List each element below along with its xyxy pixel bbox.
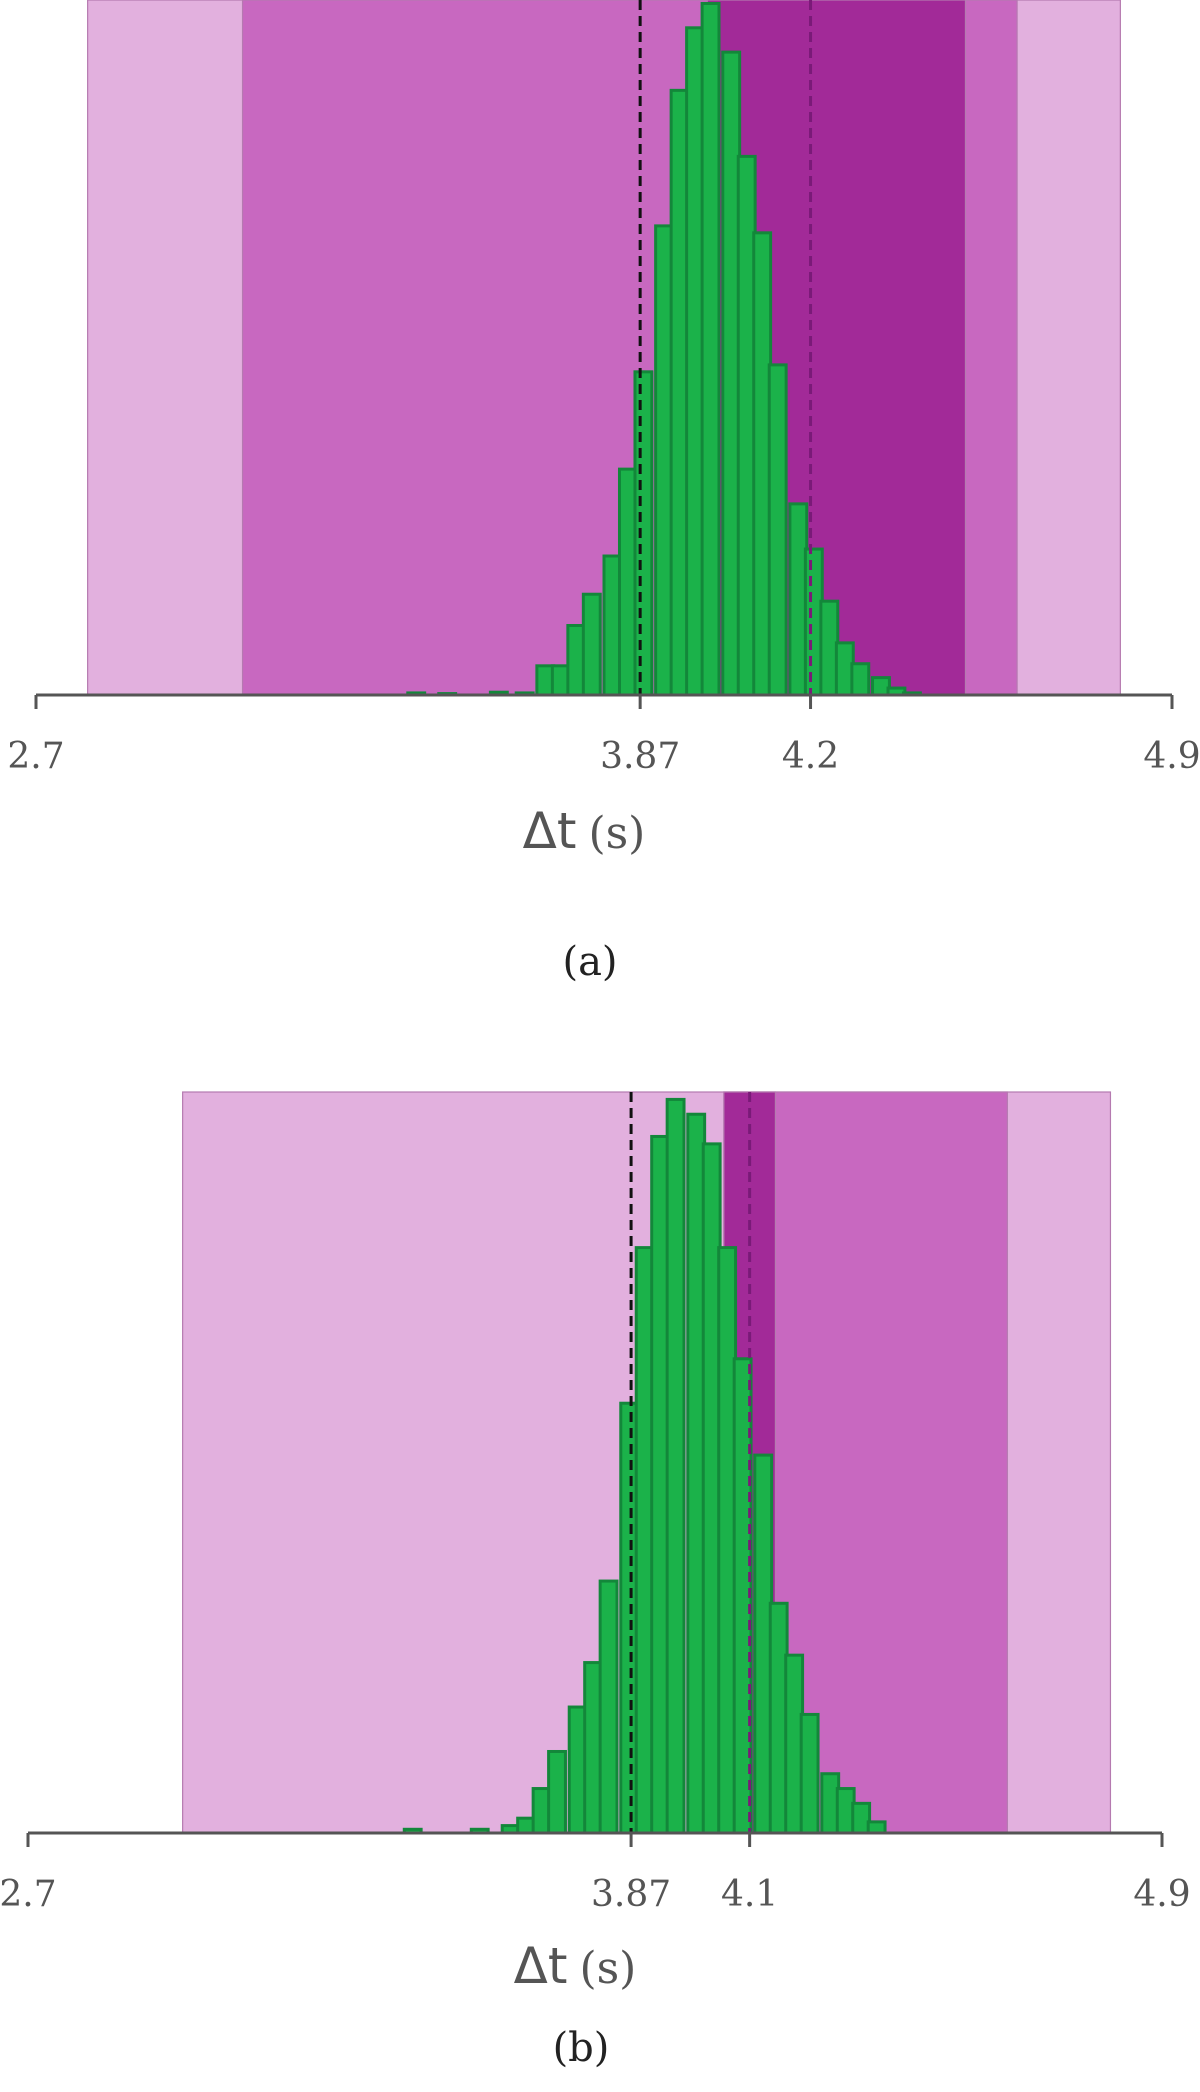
x-axis-label: Δt (s) [514, 1937, 637, 1995]
x-axis-unit: (s) [588, 808, 645, 859]
histogram-bar [633, 370, 654, 697]
x-tick-label: 2.7 [0, 1874, 57, 1915]
histogram-bar [547, 1749, 567, 1835]
panel-caption: (a) [562, 939, 617, 985]
histogram-bar [866, 1820, 887, 1835]
x-axis-symbol: Δt [523, 802, 577, 860]
x-tick-label: 4.1 [721, 1874, 778, 1915]
histogram-panel-b: 2.7 3.87 4.1 4.9 Δt (s) (b) [0, 1046, 1200, 2092]
chart-b: 2.7 3.87 4.1 4.9 Δt (s) (b) [0, 1091, 1191, 2071]
x-tick-label: 4.2 [782, 736, 839, 777]
x-axis-unit: (s) [579, 1943, 636, 1994]
x-tick-label: 3.87 [591, 1874, 671, 1915]
x-axis-symbol: Δt [514, 1937, 568, 1995]
x-tick-label: 4.9 [1133, 1874, 1190, 1915]
histogram-bar [598, 1579, 619, 1835]
histogram-panel-a: 2.7 3.87 4.2 4.9 Δt (s) (a) [7, 0, 1200, 985]
x-tick-label: 3.87 [600, 736, 680, 777]
histogram-bar [850, 662, 871, 697]
x-axis-label: Δt (s) [523, 802, 646, 860]
histogram-bar [665, 1097, 686, 1835]
histogram-bar [581, 592, 602, 697]
x-tick-label: 4.9 [1143, 736, 1200, 777]
histogram-bar [700, 1, 721, 697]
histogram-bar [767, 363, 788, 697]
chart-a: 2.7 3.87 4.2 4.9 Δt (s) (a) [7, 0, 1200, 985]
histogram-bar [799, 1712, 820, 1835]
x-tick-label: 2.7 [7, 736, 64, 777]
panel-caption: (b) [553, 2025, 610, 2071]
